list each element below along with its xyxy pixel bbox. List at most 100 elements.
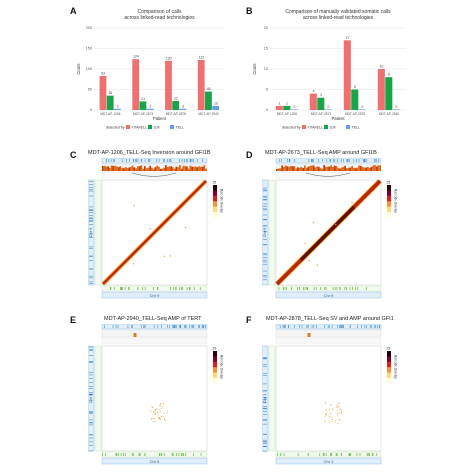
gene-mark xyxy=(187,159,188,162)
bar-tell xyxy=(358,109,366,110)
coverage-bar xyxy=(172,167,174,171)
gene-mark xyxy=(263,189,267,191)
gene-mark xyxy=(173,325,174,328)
coverage-bar xyxy=(170,166,172,171)
gene-mark xyxy=(327,325,329,328)
gene-mark xyxy=(132,325,133,328)
gene-mark xyxy=(263,244,267,245)
bottom-gene-track xyxy=(275,291,382,299)
coverage-mark xyxy=(369,453,370,456)
coverage-mark xyxy=(160,453,162,456)
signal-dot xyxy=(325,415,327,417)
colorbar-step xyxy=(387,211,391,218)
signal-dot xyxy=(152,411,154,413)
gene-mark xyxy=(172,325,173,328)
coverage-bar xyxy=(316,166,318,171)
gene-mark xyxy=(89,361,93,362)
coverage-bar xyxy=(370,166,373,171)
bar-tell xyxy=(179,108,187,110)
coverage-mark xyxy=(186,287,188,290)
gene-track xyxy=(101,324,208,330)
coverage-bar xyxy=(165,165,167,171)
signal-dot xyxy=(338,411,340,413)
coverage-bar xyxy=(184,165,186,171)
gene-mark xyxy=(179,325,180,328)
coverage-mark xyxy=(109,287,111,290)
data-label: 0 xyxy=(362,105,364,109)
coverage-mark xyxy=(332,287,334,290)
coverage-bar xyxy=(309,165,311,171)
coverage-bar xyxy=(375,166,378,171)
coverage-mark xyxy=(176,453,177,456)
data-label: 83 xyxy=(101,71,105,75)
legend-swatch xyxy=(170,125,174,129)
coverage-bar xyxy=(147,167,150,171)
coverage-mark xyxy=(102,453,103,456)
coverage-bar xyxy=(368,167,371,171)
data-label: 120 xyxy=(166,56,172,60)
gene-mark xyxy=(263,244,267,246)
coverage-bar xyxy=(326,166,329,171)
gene-mark xyxy=(89,434,93,435)
coverage-bar xyxy=(173,168,176,171)
x-tick-label: MDT-AP-2673 xyxy=(133,112,153,116)
coverage-mark xyxy=(124,453,126,456)
coverage-bar xyxy=(191,166,193,171)
coverage-bar xyxy=(318,166,320,171)
coverage-bar xyxy=(291,166,294,171)
off-diagonal-dot xyxy=(335,223,337,226)
coverage-bar xyxy=(346,168,348,171)
legend-entry: TELL xyxy=(176,125,185,129)
coverage-bar xyxy=(149,165,151,171)
gene-mark xyxy=(307,325,309,328)
data-label: 35 xyxy=(108,91,112,95)
gene-mark xyxy=(371,325,372,328)
colorbar-step xyxy=(213,372,217,378)
gene-mark xyxy=(117,325,119,328)
left-coverage-track xyxy=(94,179,102,286)
coverage-mark xyxy=(297,453,299,456)
colorbar-step xyxy=(387,201,391,207)
coverage-bar xyxy=(361,167,364,171)
data-label: 17 xyxy=(346,36,350,40)
gene-mark xyxy=(263,259,267,261)
off-diagonal-dot xyxy=(133,205,135,207)
signal-dot xyxy=(332,421,334,423)
x-tick-label: MDT-AP-2878 xyxy=(166,112,186,116)
coverage-mark xyxy=(357,287,359,290)
gene-mark xyxy=(192,159,194,162)
coverage-bar xyxy=(138,166,141,171)
legend-swatch xyxy=(148,125,152,129)
data-label: 3 xyxy=(149,104,151,108)
gene-mark xyxy=(89,210,93,211)
signal-dot xyxy=(331,418,333,420)
gene-mark xyxy=(263,407,267,409)
gene-mark xyxy=(379,325,380,328)
signal-dot xyxy=(158,418,160,420)
coverage-bar xyxy=(374,165,376,171)
gene-mark xyxy=(197,325,199,328)
coverage-bar xyxy=(302,168,304,171)
gene-mark xyxy=(144,159,146,162)
colorbar-step xyxy=(213,351,217,357)
data-label: 8 xyxy=(388,73,390,77)
coverage-bar xyxy=(203,165,206,171)
coverage-bar xyxy=(145,168,148,171)
coverage-bar xyxy=(158,166,160,171)
coverage-bar xyxy=(363,167,366,171)
gene-mark xyxy=(263,198,267,200)
gene-mark xyxy=(89,190,93,192)
bottom-coverage-track xyxy=(275,451,382,458)
gene-mark xyxy=(184,325,185,328)
gene-mark xyxy=(89,246,93,248)
y-axis-label: Count xyxy=(252,63,257,75)
coverage-mark xyxy=(280,453,282,456)
gene-mark xyxy=(189,325,190,328)
gene-mark xyxy=(185,325,186,328)
signal-dot xyxy=(150,410,152,412)
coverage-bar xyxy=(198,166,200,171)
coverage-bar xyxy=(281,165,283,171)
coverage-mark xyxy=(291,287,292,290)
panel-e-letter: E xyxy=(70,315,77,325)
panel-d-letter: D xyxy=(246,150,253,160)
